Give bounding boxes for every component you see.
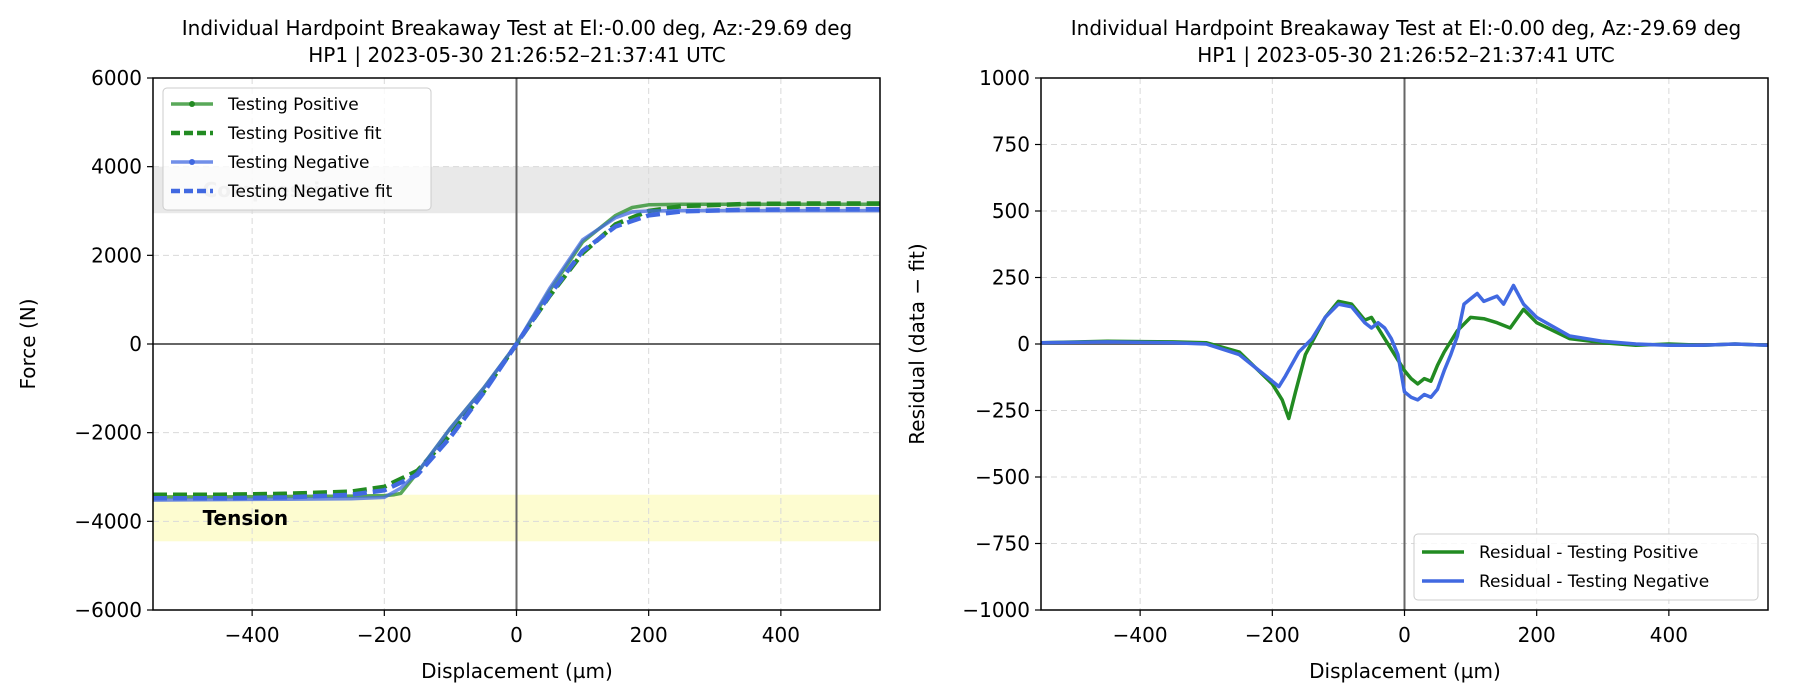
force-panel: Individual Hardpoint Breakaway Test at E…: [16, 16, 881, 683]
force-y-tick-label: 2000: [91, 243, 142, 267]
force-x-ticks: −400 −200 0 200 400: [225, 610, 800, 647]
residual-x-axis-label: Displacement (µm): [1309, 659, 1501, 683]
force-band-label-tension: Tension: [203, 506, 289, 530]
force-y-tick-label: −2000: [74, 421, 142, 445]
force-series-testing-negative-fit: [153, 206, 880, 501]
force-legend-marker: [189, 101, 195, 107]
force-y-tick-label: 6000: [91, 66, 142, 90]
force-legend-label: Testing Positive: [227, 95, 359, 115]
residual-x-tick-label: 0: [1398, 623, 1411, 647]
residual-y-tick-label: 1000: [979, 66, 1030, 90]
residual-x-tick-label: 400: [1650, 623, 1688, 647]
force-y-tick-label: 4000: [91, 155, 142, 179]
residual-y-tick-label: 250: [992, 266, 1030, 290]
force-y-tick-label: −6000: [74, 598, 142, 622]
residual-y-tick-label: 0: [1017, 332, 1030, 356]
residual-x-tick-label: −200: [1245, 623, 1300, 647]
force-x-axis-label: Displacement (µm): [421, 659, 613, 683]
residual-y-tick-label: 500: [992, 199, 1030, 223]
force-legend-box: [162, 87, 432, 211]
residual-series-residual-testing-positive: [1040, 299, 1769, 421]
force-x-tick-label: 0: [510, 623, 523, 647]
residual-legend: Residual - Testing Positive Residual - Te…: [1413, 533, 1759, 601]
residual-legend-label: Residual - Testing Positive: [1479, 543, 1698, 563]
residual-y-tick-label: −250: [975, 399, 1030, 423]
force-y-tick-label: 0: [129, 332, 142, 356]
force-chart-subtitle: HP1 | 2023-05-30 21:26:52–21:37:41 UTC: [308, 43, 726, 67]
residual-y-tick-label: −500: [975, 465, 1030, 489]
force-x-tick-label: 400: [762, 623, 800, 647]
force-chart-title: Individual Hardpoint Breakaway Test at E…: [182, 16, 852, 40]
residual-series-residual-testing-negative: [1040, 283, 1769, 402]
force-y-axis-label: Force (N): [16, 298, 40, 389]
force-legend-label: Testing Negative: [227, 153, 369, 173]
residual-panel: Individual Hardpoint Breakaway Test at E…: [905, 16, 1769, 683]
force-legend-label: Testing Negative fit: [227, 182, 393, 202]
force-legend-marker: [189, 159, 195, 165]
residual-y-axis-label: Residual (data − fit): [905, 243, 929, 444]
force-series: [152, 201, 880, 502]
force-x-tick-label: 200: [630, 623, 668, 647]
residual-chart-title: Individual Hardpoint Breakaway Test at E…: [1071, 16, 1741, 40]
residual-legend-box: [1413, 533, 1759, 601]
residual-x-tick-label: 200: [1518, 623, 1556, 647]
force-legend: Testing Positive Testing Positive fit Test…: [162, 87, 432, 211]
force-x-tick-label: −400: [225, 623, 280, 647]
residual-y-tick-label: 750: [992, 133, 1030, 157]
residual-legend-label: Residual - Testing Negative: [1479, 572, 1709, 592]
force-y-ticks: −6000 −4000 −2000 0 2000 4000 6000: [74, 66, 153, 622]
force-x-tick-label: −200: [357, 623, 412, 647]
residual-series: [1040, 283, 1769, 421]
force-legend-label: Testing Positive fit: [227, 124, 382, 144]
residual-y-ticks: −1000 −750 −500 −250 0 250 500 750 1000: [962, 66, 1041, 622]
residual-chart-subtitle: HP1 | 2023-05-30 21:26:52–21:37:41 UTC: [1197, 43, 1615, 67]
residual-x-tick-label: −400: [1113, 623, 1168, 647]
residual-y-tick-label: −750: [975, 532, 1030, 556]
force-y-tick-label: −4000: [74, 509, 142, 533]
residual-x-ticks: −400 −200 0 200 400: [1113, 610, 1688, 647]
residual-y-tick-label: −1000: [962, 598, 1030, 622]
